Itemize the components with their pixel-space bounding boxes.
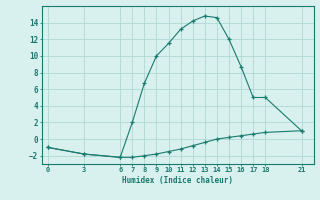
- X-axis label: Humidex (Indice chaleur): Humidex (Indice chaleur): [122, 176, 233, 185]
